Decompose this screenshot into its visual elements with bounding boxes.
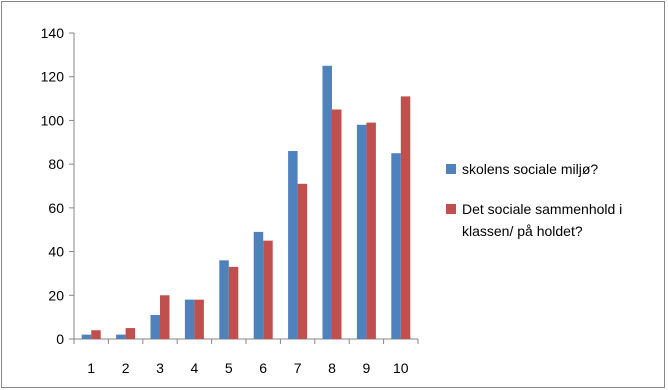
bar-series-2-cat-9 bbox=[366, 122, 376, 339]
y-tick-label: 140 bbox=[41, 25, 65, 41]
bar-series-2-cat-3 bbox=[160, 295, 170, 339]
legend-item-series-2: Det sociale sammenhold i klassen/ på hol… bbox=[446, 198, 661, 242]
legend-label-series-1: skolens sociale miljø? bbox=[462, 161, 599, 177]
x-tick-label: 2 bbox=[122, 360, 130, 376]
y-tick-label: 100 bbox=[41, 112, 65, 128]
bar-series-1-cat-10 bbox=[391, 153, 401, 339]
y-tick-label: 40 bbox=[48, 244, 64, 260]
x-tick-label: 4 bbox=[191, 360, 199, 376]
bars bbox=[81, 65, 411, 340]
y-axis: 0 20 40 60 80 100 120 140 bbox=[41, 25, 75, 347]
x-tick-label: 6 bbox=[259, 360, 267, 376]
x-tick-label: 3 bbox=[156, 360, 164, 376]
x-tick-label: 5 bbox=[225, 360, 233, 376]
bar-series-2-cat-5 bbox=[228, 266, 239, 339]
bar-series-2-cat-1 bbox=[91, 330, 101, 339]
bar-series-2-cat-10 bbox=[400, 96, 411, 339]
bar-series-1-cat-6 bbox=[253, 231, 264, 339]
x-tick-label: 7 bbox=[294, 360, 302, 376]
y-tick-label: 80 bbox=[48, 156, 64, 172]
bar-series-2-cat-2 bbox=[125, 328, 136, 339]
bar-series-2-cat-8 bbox=[332, 109, 342, 339]
bar-series-2-cat-6 bbox=[263, 240, 273, 339]
bar-series-1-cat-7 bbox=[288, 151, 298, 339]
legend-swatch-series-1 bbox=[446, 164, 456, 174]
legend-label-series-2: Det sociale sammenhold i klassen/ på hol… bbox=[462, 201, 623, 239]
y-tick-label: 0 bbox=[56, 331, 64, 347]
bar-series-1-cat-1 bbox=[81, 334, 92, 339]
bar-series-1-cat-4 bbox=[184, 299, 195, 339]
bar-series-2-cat-4 bbox=[194, 299, 204, 339]
y-tick-label: 120 bbox=[41, 69, 65, 85]
x-tick-label: 1 bbox=[87, 360, 95, 376]
y-tick-label: 60 bbox=[48, 200, 64, 216]
bar-series-1-cat-3 bbox=[150, 314, 160, 339]
bar-series-1-cat-9 bbox=[356, 124, 367, 339]
bar-series-1-cat-8 bbox=[322, 65, 332, 340]
bar-series-1-cat-2 bbox=[116, 334, 126, 339]
x-tick-label: 10 bbox=[393, 360, 409, 376]
x-tick-label: 9 bbox=[363, 360, 371, 376]
bar-series-1-cat-5 bbox=[219, 260, 229, 339]
bar-series-2-cat-7 bbox=[297, 183, 308, 339]
x-axis: 1 2 3 4 5 6 7 8 9 10 bbox=[73, 338, 419, 376]
x-tick-label: 8 bbox=[328, 360, 336, 376]
legend-item-series-1: skolens sociale miljø? bbox=[446, 158, 661, 180]
legend-swatch-series-2 bbox=[446, 204, 456, 214]
legend: skolens sociale miljø? Det sociale samme… bbox=[446, 158, 661, 242]
y-tick-label: 20 bbox=[48, 287, 64, 303]
